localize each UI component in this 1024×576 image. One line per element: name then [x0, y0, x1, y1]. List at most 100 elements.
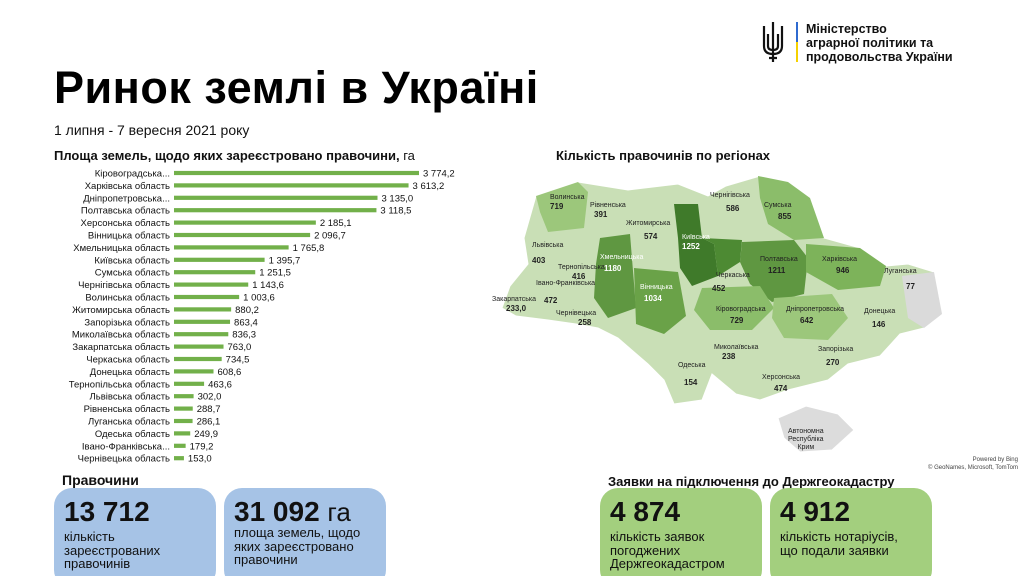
bar [174, 282, 249, 287]
bar-value-label: 1 765,8 [293, 243, 325, 254]
map-label-zaporizhzhia: Запорізька 270 [818, 346, 854, 367]
bar-category-label: Запорізька область [84, 317, 170, 328]
map-label-crimea: Автономна Республіка Крим [788, 428, 824, 451]
transactions-area-card: 31 092 га площа земель, щодо яких зареєс… [224, 488, 386, 576]
bar-category-label: Одеська область [95, 429, 170, 440]
trident-icon [762, 22, 784, 62]
bar-category-label: Миколаївська область [72, 330, 170, 341]
bar-value-label: 608,6 [218, 367, 242, 378]
crimea-shape [777, 405, 855, 453]
bar-category-label: Чернігівська область [78, 280, 170, 291]
region-kharkiv-shape [806, 244, 886, 290]
approved-applications-value: 4 874 [610, 496, 681, 527]
bar [174, 356, 222, 362]
bar-value-label: 3 118,5 [380, 206, 411, 217]
date-range: 1 липня - 7 вересня 2021 року [54, 122, 250, 138]
bar-value-label: 836,3 [232, 330, 256, 341]
bar-category-label: Сумська область [95, 268, 170, 279]
region-chernihiv-cherkasy-link [702, 238, 742, 276]
ukraine-map-shape [501, 175, 943, 453]
bar [174, 270, 256, 275]
approved-applications-desc: кількість заявок погоджених Держгеокадас… [610, 529, 725, 571]
ministry-name: Міністерство аграрної політики та продов… [806, 22, 996, 64]
map-label-kyiv: Київська 1252 [682, 234, 710, 251]
map-label-donetsk: Донецька 146 [864, 308, 896, 329]
transactions-count-card: 13 712 кількість зареєстрованих правочин… [54, 488, 216, 576]
map-label-khmelnytskyi: Хмельницька 1180 [600, 254, 644, 273]
bar-category-label: Тернопільська область [69, 379, 170, 390]
bar [174, 319, 231, 324]
bar [174, 232, 311, 238]
map-label-kirovohrad: Кіровоградська 729 [716, 306, 766, 325]
region-kirovohrad-shape [694, 286, 774, 330]
ministry-line: аграрної політики та [806, 36, 934, 50]
occupied-area [902, 272, 942, 328]
region-volyn-shape [536, 182, 588, 232]
bar [174, 183, 409, 188]
bar-category-label: Волинська область [85, 293, 170, 304]
bar-value-label: 249,9 [194, 429, 218, 440]
bar [174, 431, 191, 436]
bar-chart-title-text: Площа земель, щодо яких зареєстровано пр… [54, 148, 400, 163]
region-dnipro-shape [772, 294, 848, 340]
transactions-heading: Правочини [62, 472, 139, 488]
bar [174, 257, 265, 262]
map-value-lviv: 403 [532, 256, 546, 265]
map-label-zakarpattia: Закарпатська 233,0 [492, 296, 537, 313]
map-value-ivano-frankivsk: 472 [544, 296, 558, 305]
bar-category-label: Полтавська область [81, 206, 170, 217]
bar-value-label: 863,4 [234, 317, 258, 328]
bar-value-label: 2 096,7 [314, 231, 346, 242]
map-label-sumy: Сумська 855 [764, 202, 792, 221]
flag-divider [796, 22, 798, 62]
map-label-luhansk: Луганська 77 [884, 268, 917, 291]
bar [174, 307, 232, 312]
bar [174, 332, 229, 337]
map-label-volyn: Волинська 719 [550, 194, 585, 211]
region-map: Волинська 719 Рівненська 391 Чернігівська 5… [488, 168, 958, 460]
bar-value-label: 734,5 [226, 355, 250, 366]
region-khmelnytskyi-shape [594, 234, 636, 318]
transactions-area-value: 31 092 га [234, 496, 351, 527]
ministry-line: Міністерство [806, 22, 887, 36]
bar-category-label: Чернівецька область [78, 454, 170, 465]
bar [174, 369, 214, 374]
map-label-chernivtsi: Чернівецька 258 [556, 310, 597, 327]
bar-value-label: 1 143,6 [252, 280, 284, 291]
bar-category-label: Житомирська область [72, 305, 170, 316]
bar [174, 245, 289, 250]
map-label-poltava: Полтавська 1211 [760, 256, 798, 275]
bar-value-label: 302,0 [198, 392, 222, 403]
map-label-zhytomyr: Житомирська 574 [626, 220, 671, 241]
bar-category-label: Черкаська область [86, 355, 170, 366]
map-label-rivne: Рівненська 391 [590, 202, 626, 219]
bar-value-label: 1 003,6 [243, 293, 275, 304]
bar [174, 443, 186, 448]
bar-value-label: 1 395,7 [269, 255, 301, 266]
map-label-chernihiv: Чернігівська 586 [710, 192, 750, 213]
bar-value-label: 763,0 [228, 342, 252, 353]
bar-chart-title: Площа земель, щодо яких зареєстровано пр… [54, 148, 415, 163]
bar [174, 381, 205, 386]
ministry-logo: Міністерство аграрної політики та продов… [760, 20, 1000, 64]
region-kyiv-shape [674, 204, 718, 286]
approved-applications-card: 4 874 кількість заявок погоджених Держге… [600, 488, 762, 576]
bar [174, 195, 378, 200]
notaries-value: 4 912 [780, 496, 851, 527]
region-sumy-shape [758, 176, 824, 240]
bar-category-label: Закарпатська область [72, 342, 170, 353]
bar-value-label: 288,7 [197, 404, 221, 415]
bar-category-label: Рівненська область [84, 404, 170, 415]
bar-category-label: Харківська область [85, 181, 170, 192]
bar-category-label: Івано-Франківська... [82, 441, 170, 452]
bar [174, 394, 194, 399]
map-value-cherkasy: 452 [712, 284, 726, 293]
map-label-odesa: Одеська 154 [678, 362, 706, 387]
map-label-kherson: Херсонська 474 [762, 374, 801, 393]
ministry-line: продовольства України [806, 50, 953, 64]
map-label-lviv: Львівська [532, 242, 564, 249]
map-label-kharkiv: Харківська 946 [822, 256, 857, 275]
bar-value-label: 3 774,2 [423, 169, 455, 180]
transactions-area-desc: площа земель, щодо яких зареєстровано пр… [234, 525, 361, 567]
applications-heading: Заявки на підключення до Держгеокадастру [608, 474, 895, 489]
